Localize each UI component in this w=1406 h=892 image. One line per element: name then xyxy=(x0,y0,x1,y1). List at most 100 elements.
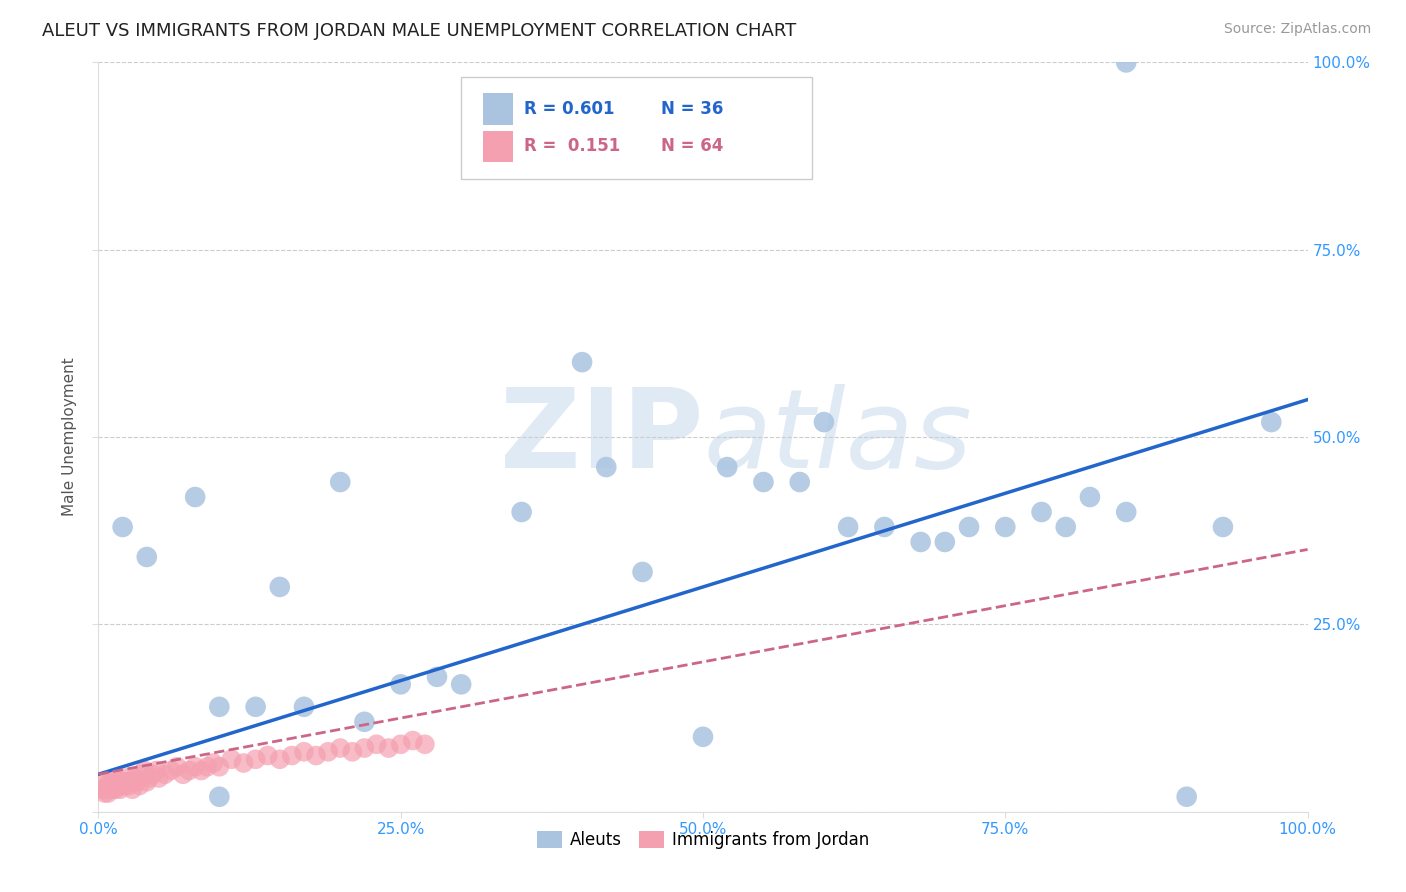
Point xyxy=(1054,520,1077,534)
Point xyxy=(353,714,375,729)
Point xyxy=(413,737,436,751)
Text: ALEUT VS IMMIGRANTS FROM JORDAN MALE UNEMPLOYMENT CORRELATION CHART: ALEUT VS IMMIGRANTS FROM JORDAN MALE UNE… xyxy=(42,22,796,40)
Point xyxy=(1031,505,1053,519)
Point xyxy=(377,741,399,756)
Point xyxy=(1078,490,1101,504)
Point xyxy=(124,771,146,785)
Point xyxy=(353,741,375,756)
Point xyxy=(631,565,654,579)
Point xyxy=(389,737,412,751)
Point xyxy=(114,774,136,789)
Point xyxy=(111,774,134,789)
Point xyxy=(135,549,157,564)
Point xyxy=(118,774,141,789)
Text: Source: ZipAtlas.com: Source: ZipAtlas.com xyxy=(1223,22,1371,37)
Point xyxy=(450,677,472,691)
Point xyxy=(108,774,131,789)
Point xyxy=(752,475,775,489)
Y-axis label: Male Unemployment: Male Unemployment xyxy=(62,358,77,516)
Point xyxy=(111,520,134,534)
Point xyxy=(107,779,129,793)
Point xyxy=(184,760,207,774)
Point xyxy=(957,520,980,534)
Point xyxy=(292,745,315,759)
Point xyxy=(93,786,115,800)
Point xyxy=(1115,55,1137,70)
Point xyxy=(145,764,167,778)
Point xyxy=(117,774,139,789)
Point xyxy=(1260,415,1282,429)
Point xyxy=(402,733,425,747)
Point xyxy=(221,752,243,766)
Point xyxy=(366,737,388,751)
Point xyxy=(122,774,145,789)
Point xyxy=(190,764,212,778)
Point xyxy=(166,760,188,774)
Point xyxy=(128,779,150,793)
Point xyxy=(316,745,339,759)
Point xyxy=(121,782,143,797)
Point xyxy=(184,490,207,504)
Point xyxy=(245,752,267,766)
Point xyxy=(120,774,142,789)
Point xyxy=(910,535,932,549)
Point xyxy=(160,764,183,778)
Point xyxy=(716,460,738,475)
Point xyxy=(105,774,128,789)
Point xyxy=(127,774,149,789)
Point xyxy=(595,460,617,475)
Point xyxy=(202,756,225,770)
Point xyxy=(208,699,231,714)
FancyBboxPatch shape xyxy=(482,93,513,125)
Point xyxy=(118,779,141,793)
Text: N = 36: N = 36 xyxy=(661,100,723,118)
Point xyxy=(129,767,152,781)
Point xyxy=(108,782,131,797)
Point xyxy=(142,767,165,781)
Point xyxy=(426,670,449,684)
Point xyxy=(873,520,896,534)
Point xyxy=(153,767,176,781)
Text: atlas: atlas xyxy=(703,384,972,491)
Text: R =  0.151: R = 0.151 xyxy=(524,137,620,155)
Point xyxy=(208,789,231,804)
Point xyxy=(269,752,291,766)
Point xyxy=(112,779,135,793)
Point xyxy=(245,699,267,714)
Point xyxy=(292,699,315,714)
FancyBboxPatch shape xyxy=(482,130,513,162)
Point xyxy=(110,779,132,793)
Point xyxy=(994,520,1017,534)
Point xyxy=(91,774,114,789)
Point xyxy=(98,774,121,789)
Point xyxy=(510,505,533,519)
Point xyxy=(329,475,352,489)
Text: R = 0.601: R = 0.601 xyxy=(524,100,614,118)
Point xyxy=(571,355,593,369)
Point xyxy=(837,520,859,534)
Point xyxy=(103,779,125,793)
Point xyxy=(1212,520,1234,534)
Point xyxy=(1175,789,1198,804)
Point xyxy=(96,782,118,797)
Point xyxy=(104,782,127,797)
Text: ZIP: ZIP xyxy=(499,384,703,491)
Point xyxy=(135,774,157,789)
Point xyxy=(789,475,811,489)
Text: N = 64: N = 64 xyxy=(661,137,723,155)
Point xyxy=(692,730,714,744)
Point xyxy=(179,764,201,778)
Point xyxy=(100,779,122,793)
Point xyxy=(208,760,231,774)
Point xyxy=(232,756,254,770)
Point xyxy=(1115,505,1137,519)
Point xyxy=(813,415,835,429)
Point xyxy=(389,677,412,691)
Point xyxy=(91,782,114,797)
Point xyxy=(100,774,122,789)
Point xyxy=(305,748,328,763)
Point xyxy=(134,764,156,778)
Point xyxy=(195,760,218,774)
Legend: Aleuts, Immigrants from Jordan: Aleuts, Immigrants from Jordan xyxy=(530,824,876,855)
FancyBboxPatch shape xyxy=(461,78,811,178)
